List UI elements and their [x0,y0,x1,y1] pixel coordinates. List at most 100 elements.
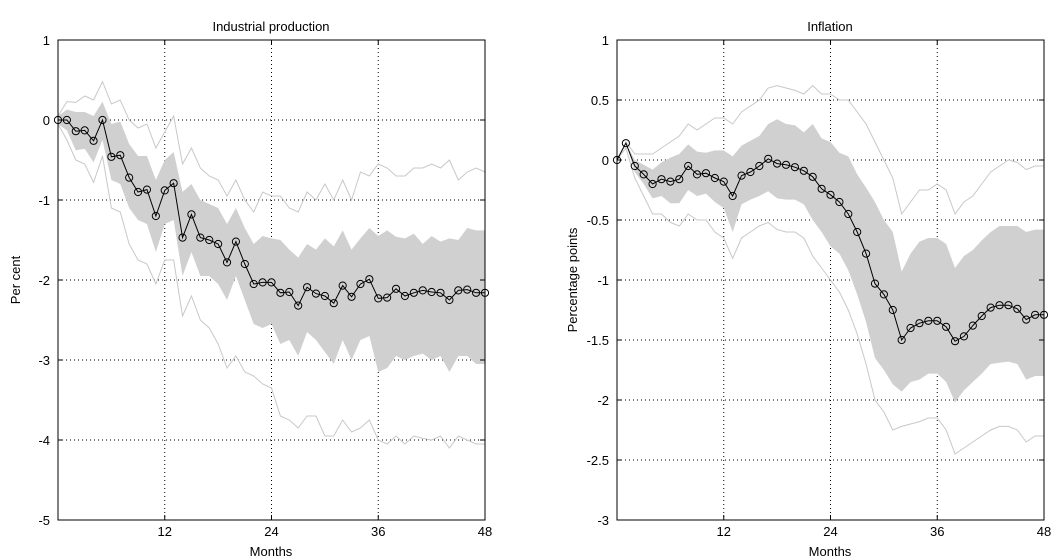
data-point [701,169,711,178]
data-point [879,290,888,299]
x-tick-label: 24 [264,524,278,539]
series-line [616,142,1044,342]
axis-ticks: 12 24 36 48 1 0.5 0 -0.5 -1 -1.5 -2 -2.5 -3 [587,33,1052,539]
y-axis-label: Per cent [8,255,23,304]
y-tick-label: -2 [38,273,50,288]
data-point [356,279,365,289]
data-point [249,279,258,289]
data-point [169,179,178,188]
y-tick-label: -1 [38,193,50,208]
confidence-band [58,101,485,372]
outer-lower-line [616,146,1044,455]
data-point [98,115,107,125]
y-tick-label: -3 [597,513,609,528]
data-point [347,292,356,301]
data-point [781,160,791,169]
data-point [142,185,152,194]
data-point [746,167,755,177]
data-point [630,161,639,171]
data-point [409,288,418,297]
data-point [383,293,392,302]
x-tick-label: 48 [1037,524,1051,539]
data-point [959,332,969,341]
data-point [995,301,1004,310]
data-point [719,177,728,186]
y-tick-label: -5 [38,513,50,528]
data-point [755,161,764,171]
y-axis-label: Percentage points [565,227,580,332]
data-point [933,316,942,325]
x-tick-label: 12 [717,524,731,539]
data-point [374,294,383,303]
data-point [986,303,995,312]
chart-title: Industrial production [212,19,329,34]
data-point [968,321,977,330]
panel-industrial-production: 12 24 36 48 1 0 -1 -2 -3 -4 -5 Industrial producti… [8,19,492,559]
data-point [684,161,693,171]
data-point [427,287,436,297]
data-point [826,190,835,199]
y-tick-label: -1 [597,273,609,288]
y-tick-label: 1 [602,33,609,48]
axis-ticks: 12 24 36 48 1 0 -1 -2 -3 -4 -5 [38,33,492,539]
data-point [675,175,684,184]
data-point [391,284,401,293]
data-point [621,139,630,148]
data-point [214,239,223,249]
data-point [302,283,312,292]
data-point [365,275,374,284]
outer-upper-line [57,80,486,213]
data-point [799,166,808,175]
data-point [977,311,986,321]
data-point [808,172,817,181]
y-tick-label: -3 [38,353,50,368]
data-point [861,249,871,258]
outer-lower-line [57,123,485,449]
data-point [71,127,80,136]
data-point [666,177,675,186]
panel-inflation: 12 24 36 48 1 0.5 0 -0.5 -1 -1.5 -2 -2.5 -3 Inflatio… [565,19,1051,559]
data-point [125,173,134,182]
data-point [639,170,648,179]
outer-upper-line [616,84,1044,216]
data-point [178,233,187,242]
data-point [897,335,906,345]
data-point [888,305,897,315]
x-tick-label: 24 [823,524,837,539]
data-point [1031,310,1040,319]
x-tick-label: 48 [478,524,492,539]
y-tick-label: -0.5 [587,213,609,228]
data-point [870,279,880,288]
data-point [311,289,321,298]
y-tick-label: 0 [602,153,609,168]
data-point [116,151,125,160]
data-point [222,258,232,267]
data-point [418,286,427,295]
data-point [764,154,773,163]
x-tick-label: 12 [158,524,172,539]
data-point [454,286,463,295]
x-tick-label: 36 [930,524,944,539]
x-axis-label: Months [250,544,293,559]
confidence-band [617,119,1044,403]
data-point [151,211,160,221]
data-point [942,322,951,331]
y-tick-label: 0 [43,113,50,128]
data-point [107,152,116,161]
data-point [915,319,924,328]
data-point [267,278,276,287]
data-point [400,291,410,301]
data-point [844,209,853,219]
series-markers [612,139,1049,346]
data-point [329,299,338,308]
data-point [773,159,782,168]
data-point [737,171,746,180]
data-point [906,323,915,333]
data-point [1004,301,1013,310]
data-point [472,288,481,297]
data-point [817,184,826,193]
data-point [463,285,472,294]
y-tick-label: 0.5 [591,93,609,108]
data-point [320,291,329,301]
